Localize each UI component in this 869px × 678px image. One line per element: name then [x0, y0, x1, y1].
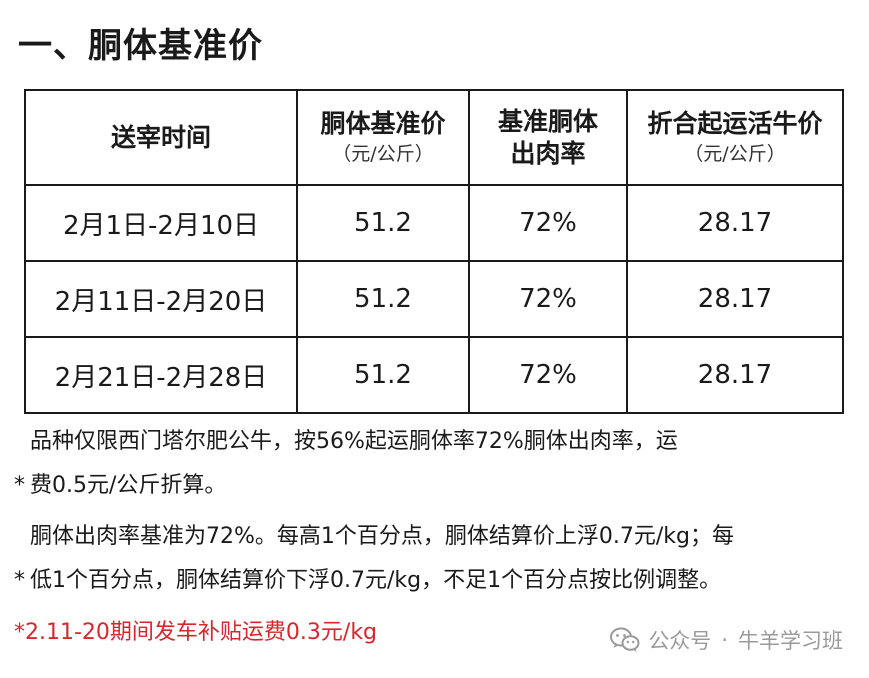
table-header-row: 送宰时间 胴体基准价 （元/公斤） 基准胴体 出肉率 折合起运活牛价 （元/公斤） [24, 89, 844, 186]
header-label: 送宰时间 [110, 122, 211, 152]
cell-slaughter-time: 2月21日-2月28日 [24, 336, 298, 414]
watermark-separator: · [721, 628, 728, 652]
note-text: 胴体出肉率基准为72%。每高1个百分点，胴体结算价上浮0.7元/kg；每 [30, 524, 735, 549]
note-text: 低1个百分点，胴体结算价下浮0.7元/kg，不足1个百分点按比例调整。 [30, 568, 722, 593]
cell-slaughter-time: 2月11日-2月20日 [24, 260, 298, 338]
header-label: 胴体基准价 [320, 109, 446, 138]
header-label: 基准胴体 出肉率 [470, 106, 626, 169]
watermark: 公众号 · 牛羊学习班 [610, 625, 843, 655]
header-label: 折合起运活牛价 [647, 109, 823, 138]
cell-meat-yield: 72% [468, 184, 628, 262]
note-text: 费0.5元/公斤折算。 [30, 473, 227, 498]
header-slaughter-time: 送宰时间 [24, 89, 298, 186]
note-breed-conversion: 品种仅限西门塔尔肥公牛，按56%起运胴体率72%胴体出肉率，运 * 费0.5元/公… [14, 420, 854, 508]
cell-meat-yield: 72% [468, 260, 628, 338]
header-meat-yield: 基准胴体 出肉率 [468, 89, 628, 186]
header-label-line: 基准胴体 [497, 107, 598, 137]
table-row: 2月21日-2月28日 51.2 72% 28.17 [24, 336, 844, 414]
cell-slaughter-time: 2月1日-2月10日 [24, 184, 298, 262]
header-unit: （元/公斤） [684, 143, 786, 166]
cell-live-cattle-price: 28.17 [626, 184, 844, 262]
cell-carcass-base-price: 51.2 [296, 336, 470, 414]
cell-live-cattle-price: 28.17 [626, 260, 844, 338]
note-text: 品种仅限西门塔尔肥公牛，按56%起运胴体率72%胴体出肉率，运 [30, 429, 678, 454]
watermark-account-type: 公众号 [648, 629, 712, 653]
header-carcass-base-price: 胴体基准价 （元/公斤） [296, 89, 470, 186]
header-live-cattle-price: 折合起运活牛价 （元/公斤） [626, 89, 844, 186]
cell-live-cattle-price: 28.17 [626, 336, 844, 414]
cell-meat-yield: 72% [468, 336, 628, 414]
header-unit: （元/公斤） [332, 143, 434, 166]
note-freight-subsidy: *2.11-20期间发车补贴运费0.3元/kg [14, 620, 378, 645]
price-table: 送宰时间 胴体基准价 （元/公斤） 基准胴体 出肉率 折合起运活牛价 （元/公斤）… [24, 89, 844, 414]
wechat-icon [610, 627, 640, 653]
page-title: 一、胴体基准价 [18, 26, 263, 66]
watermark-account-name: 牛羊学习班 [738, 629, 843, 653]
cell-carcass-base-price: 51.2 [296, 260, 470, 338]
cell-carcass-base-price: 51.2 [296, 184, 470, 262]
note-asterisk: * [14, 568, 25, 593]
table-row: 2月1日-2月10日 51.2 72% 28.17 [24, 184, 844, 262]
header-label-line: 出肉率 [510, 138, 586, 168]
note-asterisk: * [14, 473, 25, 498]
note-yield-adjustment: 胴体出肉率基准为72%。每高1个百分点，胴体结算价上浮0.7元/kg；每 * 低1… [14, 515, 854, 603]
table-row: 2月11日-2月20日 51.2 72% 28.17 [24, 260, 844, 338]
